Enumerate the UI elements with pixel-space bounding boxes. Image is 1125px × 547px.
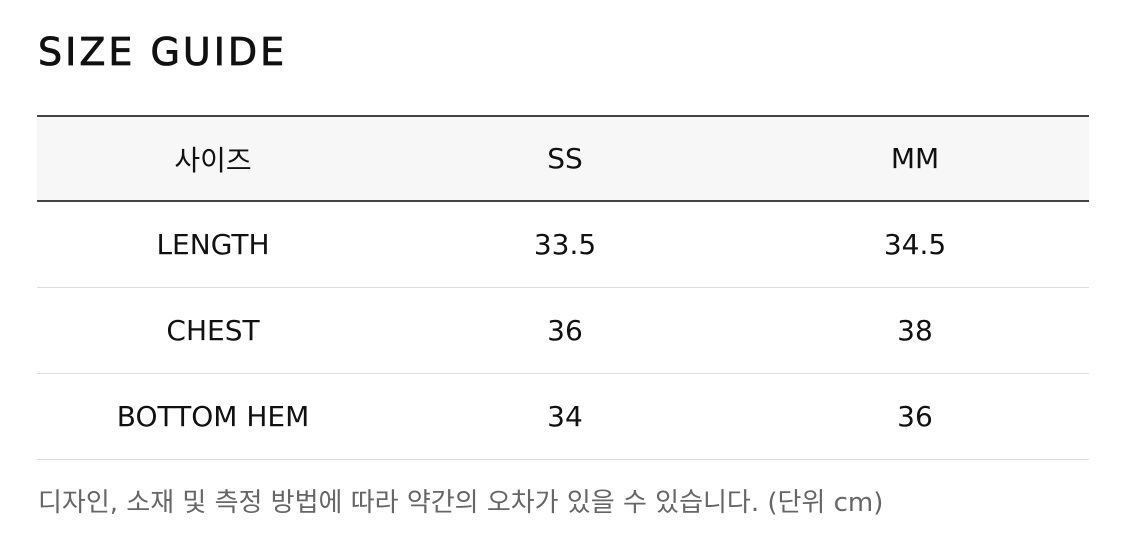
page-title: SIZE GUIDE bbox=[38, 30, 288, 75]
cell: 36 bbox=[741, 373, 1089, 460]
row-label: LENGTH bbox=[37, 201, 389, 288]
cell: 36 bbox=[389, 287, 741, 374]
header-ss: SS bbox=[547, 142, 583, 175]
table-row: CHEST 36 38 bbox=[37, 287, 1089, 374]
table-row: LENGTH 33.5 34.5 bbox=[37, 201, 1089, 288]
header-row: 사이즈 SS MM bbox=[37, 116, 1089, 201]
measurement-note: 디자인, 소재 및 측정 방법에 따라 약간의 오차가 있을 수 있습니다. (… bbox=[38, 488, 884, 518]
header-size: 사이즈 bbox=[174, 143, 252, 177]
cell: 33.5 bbox=[389, 201, 741, 288]
cell: 34.5 bbox=[741, 201, 1089, 288]
size-table: 사이즈 SS MM LENGTH 33.5 34.5 CHEST 36 38 BOTTO… bbox=[37, 115, 1089, 460]
row-label: CHEST bbox=[37, 287, 389, 374]
cell: 38 bbox=[741, 287, 1089, 374]
table-row: BOTTOM HEM 34 36 bbox=[37, 373, 1089, 460]
row-label: BOTTOM HEM bbox=[37, 373, 389, 460]
cell: 34 bbox=[389, 373, 741, 460]
header-mm: MM bbox=[890, 142, 940, 175]
